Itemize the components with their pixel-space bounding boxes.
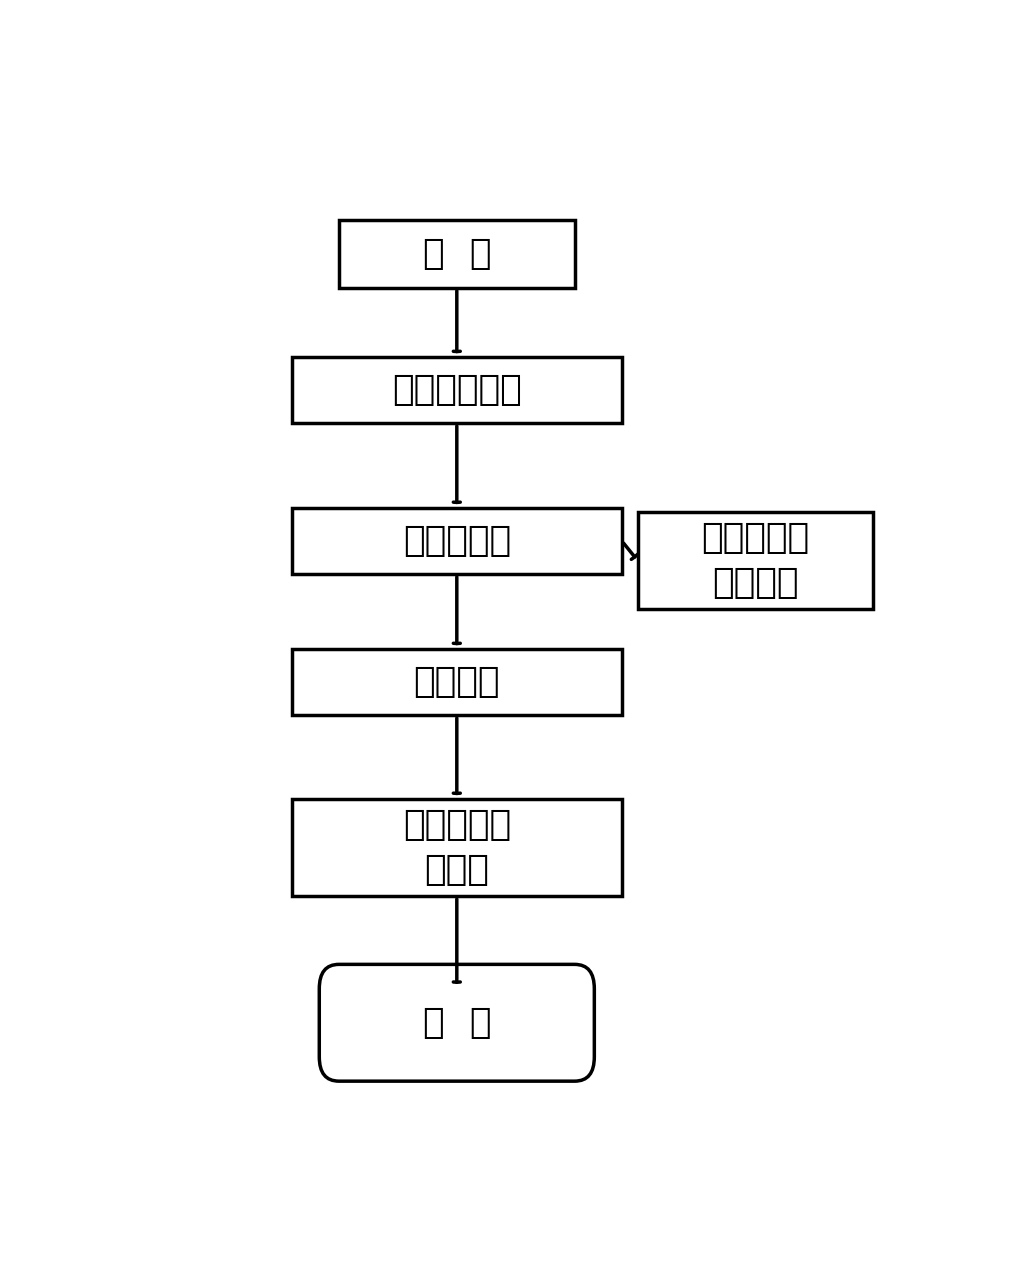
Text: 细化处理: 细化处理 — [414, 665, 500, 699]
Text: 获取导线连
接信息: 获取导线连 接信息 — [403, 808, 511, 887]
FancyBboxPatch shape — [319, 964, 594, 1081]
Text: 图像预处理: 图像预处理 — [403, 525, 511, 557]
Text: 开  始: 开 始 — [423, 236, 491, 270]
FancyBboxPatch shape — [292, 648, 622, 715]
FancyBboxPatch shape — [339, 220, 575, 288]
Text: 获取过孔位
置和半径: 获取过孔位 置和半径 — [702, 521, 809, 600]
FancyBboxPatch shape — [292, 356, 622, 423]
FancyBboxPatch shape — [292, 799, 622, 896]
FancyBboxPatch shape — [638, 512, 873, 609]
Text: 标准模板图像: 标准模板图像 — [392, 373, 521, 407]
Text: 结  束: 结 束 — [423, 1006, 491, 1040]
FancyBboxPatch shape — [292, 508, 622, 574]
